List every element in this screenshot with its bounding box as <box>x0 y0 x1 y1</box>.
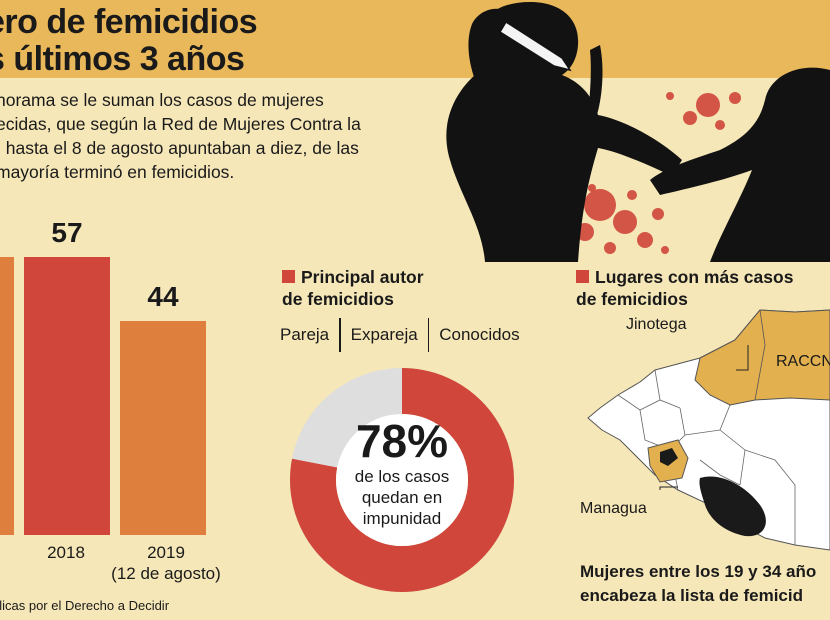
authors-title-line-2: de femicidios <box>282 289 394 309</box>
femicides-bar-chart: 57 44 2018 2019 (12 de agosto) <box>0 180 260 620</box>
donut-center <box>336 414 468 546</box>
places-title-line-2: de femicidios <box>576 289 688 309</box>
bar-2017-partial <box>0 257 14 535</box>
impunity-percent: 78% <box>355 415 449 467</box>
intro-line-3: , hasta el 8 de agosto apuntaban a diez,… <box>0 138 359 158</box>
red-square-bullet <box>282 270 295 283</box>
impunity-donut-chart <box>290 368 514 592</box>
author-item-pareja: Pareja <box>280 325 330 344</box>
x-label-2019-year: 2019 <box>147 543 185 562</box>
nicaragua-map <box>587 309 830 551</box>
authors-list: Pareja Expareja Conocidos <box>272 318 530 352</box>
bar-2019 <box>120 320 206 535</box>
donut-impunity-arc <box>290 368 514 592</box>
bar-2018-value-label: 57 <box>51 217 83 249</box>
impunity-caption-line-3: impunidad <box>362 509 442 528</box>
places-section-title: Lugares con más casos de femicidios <box>576 266 793 310</box>
map-label-managua: Managua <box>580 500 647 517</box>
violence-silhouette-illustration <box>446 2 830 262</box>
map-label-jinotega: Jinotega <box>626 316 687 333</box>
lake-managua <box>660 448 678 466</box>
title-band: ero de femicidios s últimos 3 años <box>0 0 830 78</box>
authors-title-line-1: Principal autor <box>301 267 424 287</box>
age-range-note: Mujeres entre los 19 y 34 año encabeza l… <box>580 560 816 608</box>
age-range-note-line-2: encabeza la lista de femicid <box>580 586 803 605</box>
impunity-text: 78% de los casos quedan en impunidad <box>288 416 516 529</box>
map-label-raccn: RACCN <box>776 353 830 370</box>
x-label-2019: 2019 (12 de agosto) <box>96 542 236 584</box>
x-label-2019-date: (12 de agosto) <box>111 564 221 583</box>
intro-line-4: mayoría terminó en femicidios. <box>0 162 235 182</box>
age-range-note-line-1: Mujeres entre los 19 y 34 año <box>580 562 817 581</box>
authors-section-title: Principal autor de femicidios <box>282 266 424 310</box>
intro-line-2: ecidas, que según la Red de Mujeres Cont… <box>0 114 361 134</box>
page-title-line-1: ero de femicidios <box>0 3 258 41</box>
intro-line-1: norama se le suman los casos de mujeres <box>0 90 324 110</box>
red-square-bullet <box>576 270 589 283</box>
x-label-2018: 2018 <box>47 543 85 562</box>
author-separator <box>339 318 341 352</box>
author-item-conocidos: Conocidos <box>439 325 520 344</box>
source-note: ólicas por el Derecho a Decidir <box>0 598 170 613</box>
intro-paragraph: norama se le suman los casos de mujeres … <box>0 88 396 184</box>
bar-2019-value-label: 44 <box>147 280 179 312</box>
author-item-expareja: Expareja <box>350 325 418 344</box>
places-title-line-1: Lugares con más casos <box>595 267 794 287</box>
page-title-line-2: s últimos 3 años <box>0 40 245 78</box>
author-separator <box>427 318 430 352</box>
impunity-caption-line-2: quedan en <box>361 488 443 507</box>
bar-2018 <box>24 257 110 535</box>
lake-nicaragua <box>699 476 766 537</box>
impunity-caption-line-1: de los casos <box>354 467 450 486</box>
